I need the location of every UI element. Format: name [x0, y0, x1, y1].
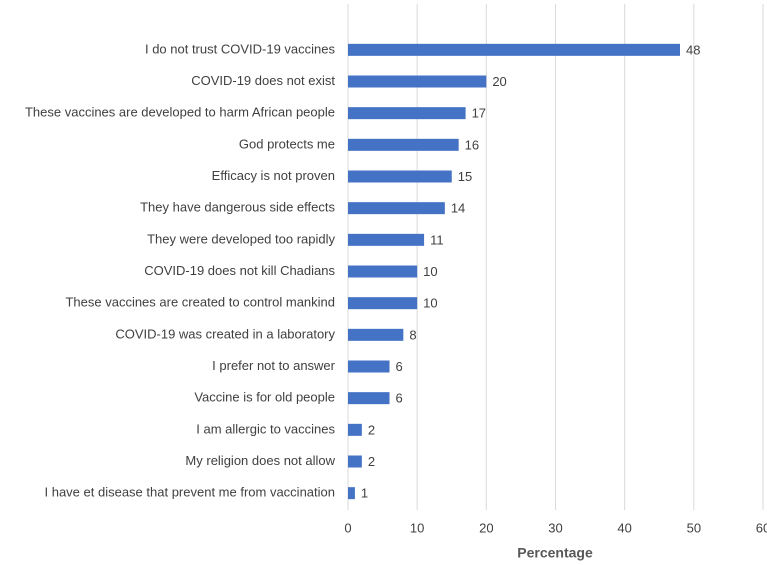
bar — [348, 360, 390, 373]
bar — [348, 423, 362, 436]
y-tick-label: I am allergic to vaccines — [196, 421, 335, 436]
bar — [348, 233, 425, 246]
bar — [348, 265, 418, 278]
x-axis-label: Percentage — [517, 545, 593, 561]
x-tick-label: 0 — [344, 520, 351, 535]
x-tick-label: 10 — [410, 520, 424, 535]
y-tick-label: I have et disease that prevent me from v… — [45, 485, 336, 500]
value-label: 2 — [368, 454, 375, 469]
y-tick-label: Vaccine is for old people — [194, 390, 335, 405]
value-label: 15 — [458, 169, 472, 184]
y-tick-label: I do not trust COVID-19 vaccines — [145, 41, 336, 56]
bar — [348, 392, 390, 405]
value-label: 10 — [423, 264, 437, 279]
x-tick-label: 30 — [548, 520, 562, 535]
y-tick-label: My religion does not allow — [185, 453, 335, 468]
bar — [348, 455, 362, 468]
x-tick-label: 50 — [687, 520, 701, 535]
value-label: 10 — [423, 296, 437, 311]
bar — [348, 43, 680, 56]
y-tick-label: They have dangerous side effects — [140, 200, 335, 215]
x-tick-label: 20 — [479, 520, 493, 535]
value-label: 17 — [472, 106, 486, 121]
y-tick-label: These vaccines are developed to harm Afr… — [25, 105, 335, 120]
value-label: 14 — [451, 201, 465, 216]
value-label: 20 — [492, 74, 506, 89]
bar — [348, 328, 404, 341]
x-tick-label: 40 — [617, 520, 631, 535]
y-tick-label: God protects me — [239, 136, 335, 151]
bar — [348, 202, 445, 215]
value-label: 8 — [409, 327, 416, 342]
bar — [348, 107, 466, 120]
value-label: 2 — [368, 422, 375, 437]
value-label: 16 — [465, 137, 479, 152]
y-tick-label: I prefer not to answer — [212, 358, 336, 373]
y-tick-label: COVID-19 does not kill Chadians — [144, 263, 335, 278]
y-tick-label: COVID-19 does not exist — [191, 73, 335, 88]
bar — [348, 487, 355, 500]
x-tick-label: 60 — [756, 520, 767, 535]
bar — [348, 297, 418, 310]
bar — [348, 138, 459, 151]
y-tick-label: They were developed too rapidly — [147, 231, 335, 246]
y-tick-label: These vaccines are created to control ma… — [65, 295, 335, 310]
value-label: 6 — [396, 359, 403, 374]
value-label: 1 — [361, 486, 368, 501]
value-label: 6 — [396, 391, 403, 406]
value-label: 48 — [686, 42, 700, 57]
y-tick-label: Efficacy is not proven — [212, 168, 335, 183]
bar — [348, 75, 487, 88]
bar — [348, 170, 452, 183]
value-label: 11 — [430, 232, 444, 247]
y-tick-label: COVID-19 was created in a laboratory — [115, 326, 335, 341]
